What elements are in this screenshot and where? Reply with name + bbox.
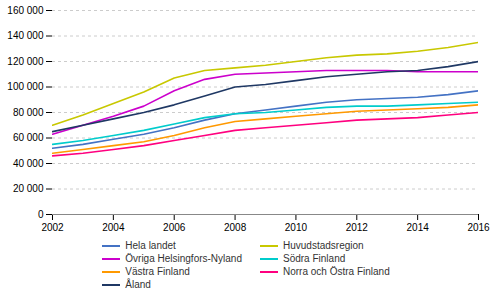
html-text:Hela landet: Hela landet — [125, 240, 176, 251]
svg-text:2010: 2010 — [285, 222, 308, 233]
html-text:Åland: Åland — [125, 279, 151, 290]
html-text:Övriga Helsingfors-Nyland: Övriga Helsingfors-Nyland — [125, 253, 242, 264]
svg-text:120 000: 120 000 — [7, 56, 44, 67]
svg-text:2014: 2014 — [407, 222, 430, 233]
svg-text:140 000: 140 000 — [7, 30, 44, 41]
svg-text:0: 0 — [38, 209, 44, 220]
svg-text:160 000: 160 000 — [7, 5, 44, 16]
svg-text:60 000: 60 000 — [13, 132, 44, 143]
html-text:Södra Finland: Södra Finland — [283, 253, 346, 264]
svg-text:2006: 2006 — [163, 222, 186, 233]
svg-text:2012: 2012 — [346, 222, 369, 233]
html-text:Västra Finland: Västra Finland — [125, 266, 190, 277]
svg-text:2008: 2008 — [224, 222, 247, 233]
svg-text:80 000: 80 000 — [13, 107, 44, 118]
svg-text:2004: 2004 — [102, 222, 125, 233]
svg-text:40 000: 40 000 — [13, 158, 44, 169]
html-text:Huvudstadsregion: Huvudstadsregion — [283, 240, 364, 251]
svg-text:100 000: 100 000 — [7, 81, 44, 92]
svg-text:20 000: 20 000 — [13, 183, 44, 194]
svg-text:2002: 2002 — [41, 222, 64, 233]
svg-text:2016: 2016 — [467, 222, 490, 233]
html-text:Norra och Östra Finland: Norra och Östra Finland — [283, 266, 390, 277]
